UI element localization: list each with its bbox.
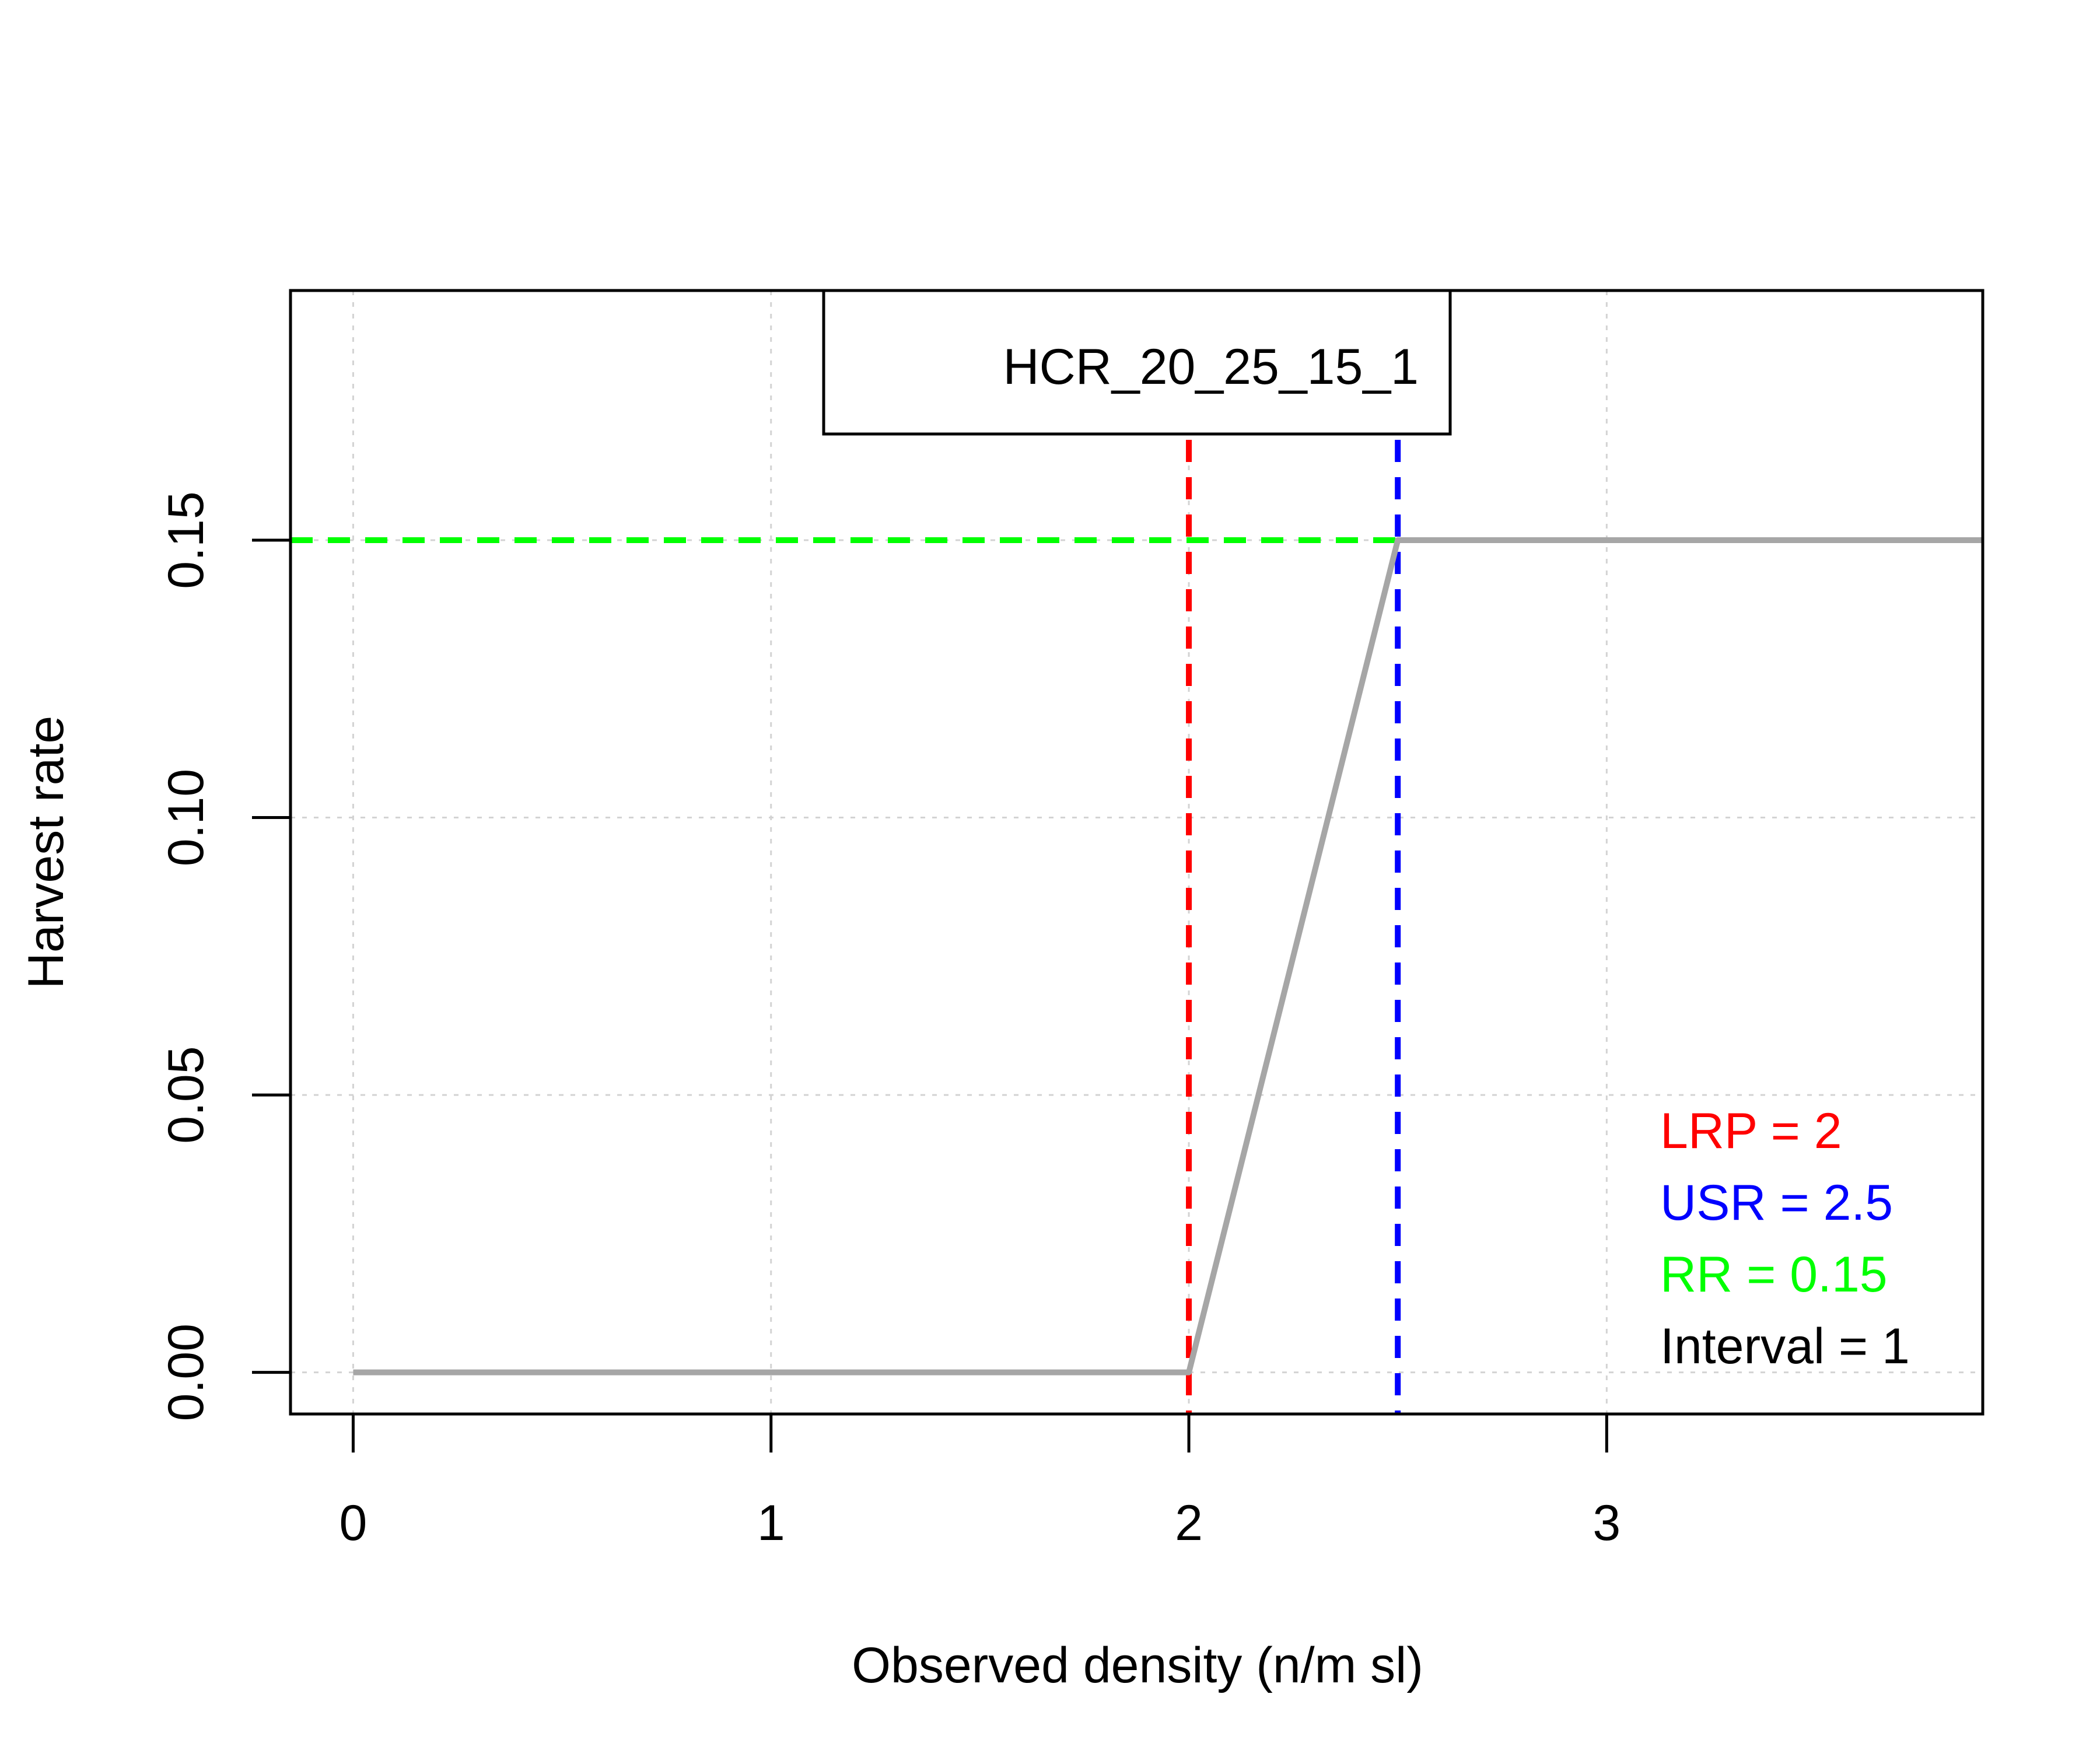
title-box	[822, 289, 1452, 436]
x-tick-label: 0	[340, 1495, 368, 1551]
x-axis-title: Observed density (n/m sl)	[852, 1637, 1423, 1693]
x-tick-label: 2	[1175, 1495, 1203, 1551]
y-tick-label: 0.15	[158, 491, 214, 589]
series-line	[353, 537, 1983, 1376]
x-axis: 0 1 2 3	[340, 1414, 1620, 1551]
chart-title: HCR_20_25_15_1	[1003, 339, 1419, 395]
legend-entry: Interval = 1	[1660, 1318, 1910, 1374]
x-tick-label: 3	[1592, 1495, 1620, 1551]
legend-entry: USR = 2.5	[1660, 1175, 1893, 1231]
series-lines	[353, 537, 1983, 1376]
plot-frame	[289, 289, 1985, 1416]
x-tick-label: 1	[757, 1495, 785, 1551]
legend-entry: LRP = 2	[1660, 1103, 1842, 1159]
y-axis-title: Harvest rate	[18, 716, 74, 989]
y-tick-label: 0.00	[158, 1324, 214, 1421]
legend: LRP = 2 USR = 2.5 RR = 0.15 Interval = 1	[1660, 1103, 1910, 1374]
reference-lines	[290, 290, 1983, 1414]
grid-lines	[290, 290, 1983, 1414]
y-tick-label: 0.05	[158, 1046, 214, 1143]
legend-entry: RR = 0.15	[1660, 1247, 1888, 1303]
y-tick-label: 0.10	[158, 769, 214, 866]
y-axis: 0.00 0.05 0.10 0.15	[158, 491, 290, 1421]
